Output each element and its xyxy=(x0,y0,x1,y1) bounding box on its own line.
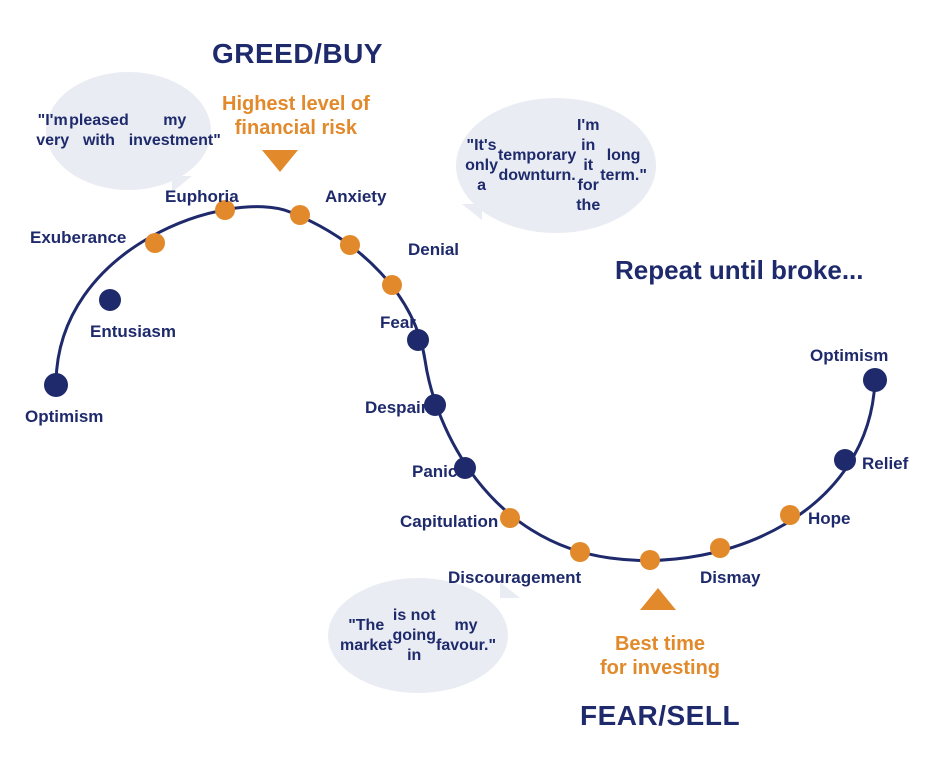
down-arrow-icon xyxy=(262,150,298,172)
cycle-label-dismay: Dismay xyxy=(700,568,760,588)
highest-risk-line2: financial risk xyxy=(235,117,357,139)
fear-sell-heading: FEAR/SELL xyxy=(580,700,740,732)
cycle-label-capitulation: Capitulation xyxy=(400,512,498,532)
cycle-label-relief: Relief xyxy=(862,454,908,474)
best-time-line1: Best time xyxy=(615,633,705,655)
bubble-favour: "The marketis not going inmy favour." xyxy=(328,578,508,693)
best-time-line2: for investing xyxy=(600,657,720,679)
cycle-node-4 xyxy=(290,205,310,225)
cycle-node-16 xyxy=(863,368,887,392)
bubble-downturn-tail xyxy=(462,204,482,220)
cycle-node-2 xyxy=(145,233,165,253)
cycle-label-panic: Panic xyxy=(412,462,457,482)
cycle-node-1 xyxy=(99,289,121,311)
cycle-node-6 xyxy=(382,275,402,295)
cycle-label-denial: Denial xyxy=(408,240,459,260)
cycle-node-13 xyxy=(710,538,730,558)
cycle-node-11 xyxy=(570,542,590,562)
cycle-label-euphoria: Euphoria xyxy=(165,187,239,207)
greed-buy-heading: GREED/BUY xyxy=(212,38,383,70)
cycle-node-5 xyxy=(340,235,360,255)
repeat-heading: Repeat until broke... xyxy=(615,255,864,286)
cycle-label-fear: Fear xyxy=(380,313,416,333)
bubble-downturn: "It's only atemporary downturn.I'm in it… xyxy=(456,98,656,233)
cycle-label-entusiasm: Entusiasm xyxy=(90,322,176,342)
cycle-node-14 xyxy=(780,505,800,525)
up-arrow-icon xyxy=(640,588,676,610)
emotion-cycle-diagram: { "canvas": { "width": 937, "height": 77… xyxy=(0,0,937,779)
cycle-node-0 xyxy=(44,373,68,397)
cycle-label-exuberance: Exuberance xyxy=(30,228,126,248)
cycle-label-hope: Hope xyxy=(808,509,851,529)
best-time-caption: Best time for investing xyxy=(600,632,720,680)
cycle-node-10 xyxy=(500,508,520,528)
bubble-pleased: "I'm verypleased withmy investment" xyxy=(46,72,211,190)
cycle-label-optimism: Optimism xyxy=(25,407,103,427)
cycle-label-discouragement: Discouragement xyxy=(448,568,581,588)
cycle-node-15 xyxy=(834,449,856,471)
cycle-node-12 xyxy=(640,550,660,570)
cycle-label-anxiety: Anxiety xyxy=(325,187,386,207)
highest-risk-line1: Highest level of xyxy=(222,93,370,115)
cycle-label-despair: Despair xyxy=(365,398,427,418)
highest-risk-caption: Highest level of financial risk xyxy=(222,92,370,140)
cycle-label-optimism: Optimism xyxy=(810,346,888,366)
